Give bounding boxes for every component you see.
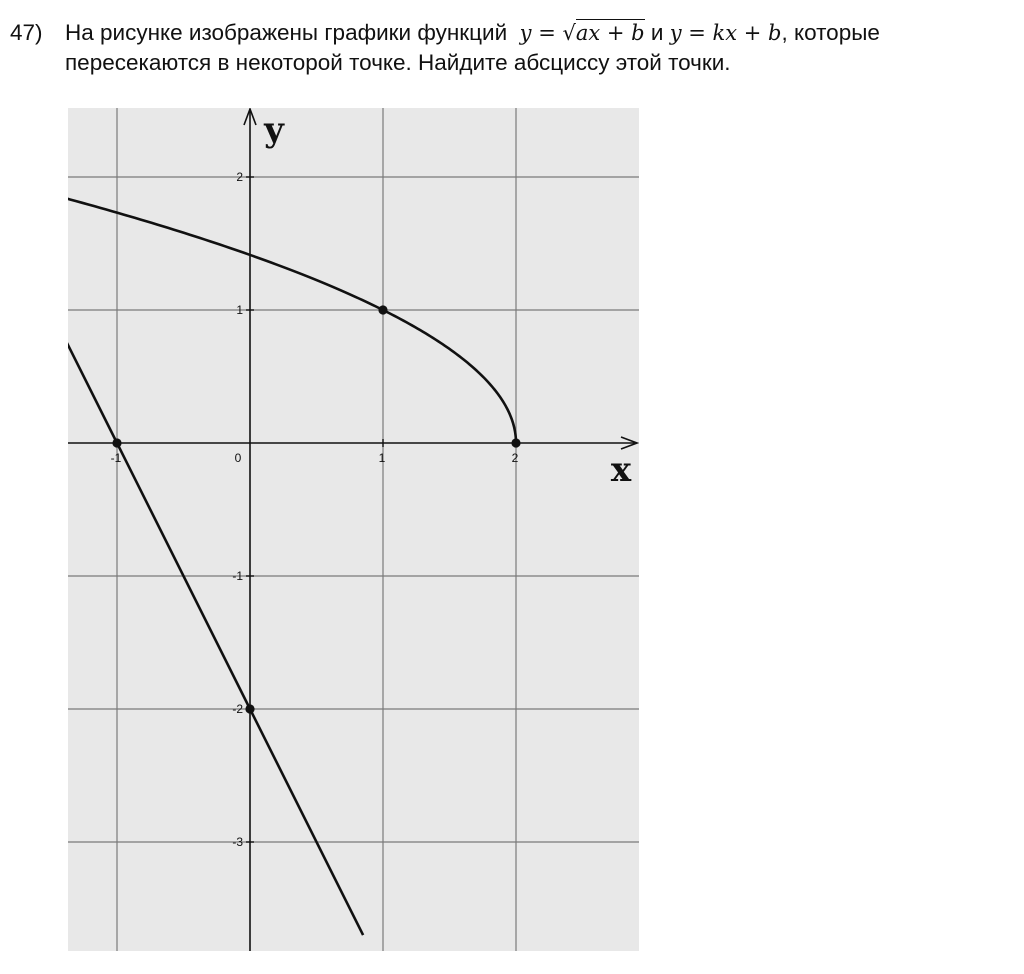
grid-lines: [68, 108, 639, 951]
problem-line-1: 47) На рисунке изображены графики функций…: [10, 18, 1018, 48]
formula-sqrt-radicand: ax + b: [575, 19, 645, 45]
sqrt-function-curve: [68, 197, 518, 444]
y-axis-label: y: [263, 110, 285, 150]
tick-labels: -1 1 2 2 1 -1 -2 -3 0 x y: [111, 110, 632, 849]
x-tick-label: 2: [512, 451, 519, 465]
problem-statement: 47) На рисунке изображены графики функций…: [10, 18, 1018, 78]
marked-point: [245, 704, 255, 714]
y-tick-label: 2: [236, 170, 243, 184]
conjunction: и: [650, 20, 664, 45]
function-curves: [68, 197, 518, 936]
marked-point: [378, 305, 388, 315]
problem-text-1-tail: , которые: [781, 20, 880, 45]
x-axis-arrow: [620, 436, 639, 450]
formula-linear: y = kx + b: [669, 21, 782, 45]
y-tick-label: -2: [232, 702, 243, 716]
marked-point: [511, 438, 521, 448]
y-axis-arrow: [243, 108, 257, 126]
y-tick-label: -1: [232, 569, 243, 583]
y-tick-label: -3: [232, 835, 243, 849]
x-tick-label: 1: [379, 451, 386, 465]
marked-points: [112, 305, 521, 714]
problem-line-2: пересекаются в некоторой точке. Найдите …: [65, 50, 731, 75]
x-tick-label: -1: [111, 451, 122, 465]
graph-background: [68, 108, 639, 951]
marked-point: [112, 438, 122, 448]
linear-function-line: [68, 342, 365, 936]
y-tick-label: 1: [236, 303, 243, 317]
origin-label: 0: [235, 451, 242, 465]
problem-number: 47): [10, 20, 43, 45]
graph-canvas: -1 1 2 2 1 -1 -2 -3 0 x y: [68, 108, 639, 951]
function-graph: -1 1 2 2 1 -1 -2 -3 0 x y: [68, 108, 639, 951]
formula-sqrt-prefix: y =: [519, 21, 563, 45]
formula-sqrt: y = √ax + b: [520, 19, 645, 45]
problem-text-1: На рисунке изображены графики функций: [65, 20, 508, 45]
sqrt-symbol: √: [562, 21, 576, 45]
x-axis-label: x: [611, 450, 632, 490]
